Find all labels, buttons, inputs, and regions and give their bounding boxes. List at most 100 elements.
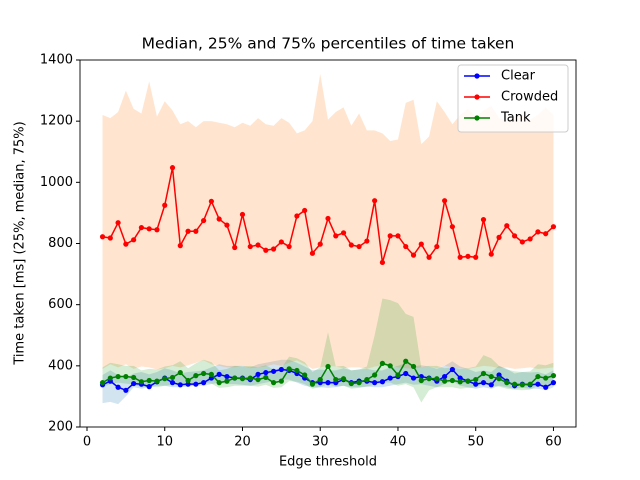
data-point	[294, 213, 300, 219]
data-point	[442, 198, 448, 204]
data-point	[418, 377, 424, 384]
data-point	[356, 380, 362, 386]
data-point	[146, 377, 152, 384]
data-point	[550, 373, 557, 379]
legend-marker	[474, 115, 480, 121]
data-point	[286, 243, 292, 250]
data-point	[278, 378, 284, 384]
data-point	[527, 236, 533, 242]
data-point	[278, 366, 284, 373]
data-point	[403, 370, 409, 377]
data-point	[449, 224, 455, 230]
y-tick-label: 1000	[40, 175, 73, 190]
data-point	[270, 368, 277, 374]
data-point	[154, 378, 160, 384]
data-point	[379, 379, 386, 385]
data-point	[107, 235, 113, 241]
data-point	[449, 377, 455, 384]
data-point	[224, 373, 230, 380]
data-point	[185, 228, 191, 234]
data-point	[309, 381, 316, 387]
data-point	[232, 375, 238, 381]
data-point	[426, 254, 432, 260]
data-point	[302, 207, 308, 214]
data-point	[216, 216, 222, 222]
legend-marker	[474, 73, 480, 79]
data-point	[488, 251, 494, 257]
legend-label: Crowded	[501, 90, 558, 105]
data-point	[496, 372, 502, 378]
chart-title: Median, 25% and 75% percentiles of time …	[142, 35, 515, 53]
data-point	[511, 381, 518, 387]
data-point	[123, 387, 129, 393]
x-tick-label: 40	[390, 435, 407, 450]
data-point	[480, 370, 487, 377]
data-point	[434, 376, 440, 382]
data-point	[333, 376, 339, 383]
data-point	[372, 380, 378, 386]
data-point	[263, 374, 269, 381]
data-point	[201, 380, 207, 386]
data-point	[387, 375, 393, 381]
legend-marker	[474, 94, 480, 100]
data-point	[224, 378, 230, 384]
data-point	[340, 230, 347, 236]
data-point	[395, 233, 401, 239]
data-point	[325, 363, 331, 370]
data-point	[208, 371, 214, 377]
y-tick-label: 800	[48, 236, 73, 251]
data-point	[372, 198, 378, 204]
data-point	[364, 238, 370, 244]
data-point	[457, 254, 463, 260]
data-point	[201, 217, 207, 224]
data-point	[473, 381, 479, 387]
data-point	[496, 234, 502, 240]
data-point	[185, 381, 191, 387]
data-point	[115, 384, 121, 390]
y-tick-label: 1200	[40, 114, 73, 129]
data-point	[309, 250, 316, 256]
data-point	[177, 369, 183, 376]
data-point	[131, 374, 137, 381]
data-point	[550, 224, 557, 230]
data-point	[465, 253, 471, 259]
data-point	[99, 234, 106, 240]
data-point	[232, 244, 238, 251]
y-tick-label: 600	[48, 297, 73, 312]
data-point	[169, 380, 176, 386]
data-point	[115, 373, 121, 380]
data-point	[410, 252, 417, 258]
data-point	[169, 374, 176, 381]
x-tick-label: 0	[83, 435, 91, 450]
data-point	[480, 380, 487, 386]
data-point	[131, 380, 137, 387]
data-point	[496, 376, 502, 382]
data-point	[263, 247, 269, 253]
data-point	[317, 241, 323, 247]
data-point	[193, 228, 199, 234]
data-point	[395, 372, 401, 378]
data-point	[216, 371, 222, 377]
data-point	[543, 375, 549, 381]
data-point	[387, 233, 393, 239]
data-point	[247, 243, 253, 250]
data-point	[302, 372, 308, 378]
data-point	[115, 220, 121, 226]
data-point	[379, 360, 386, 366]
data-point	[123, 241, 129, 247]
data-point	[372, 372, 378, 378]
data-point	[379, 259, 386, 266]
data-point	[317, 376, 323, 383]
data-point	[193, 381, 199, 387]
y-tick-label: 1400	[40, 53, 73, 68]
data-point	[535, 381, 541, 387]
y-tick-label: 400	[48, 358, 73, 373]
percentile-band	[102, 73, 554, 370]
data-point	[418, 241, 424, 247]
data-point	[457, 379, 463, 385]
data-point	[426, 376, 432, 382]
data-point	[154, 227, 160, 233]
data-point	[193, 373, 199, 379]
data-point	[356, 243, 362, 250]
legend-box	[457, 64, 569, 133]
